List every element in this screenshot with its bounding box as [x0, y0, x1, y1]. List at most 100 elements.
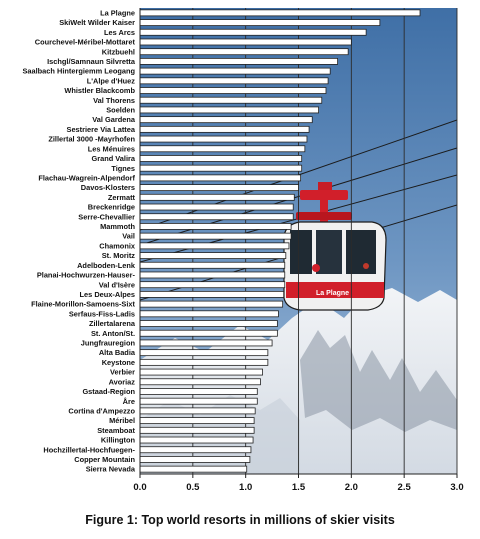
- category-label-2: Les Arcs: [104, 28, 135, 37]
- bar-6: [139, 67, 331, 75]
- category-label-27: Planai-Hochwurzen-Hauser-: [37, 271, 136, 280]
- x-tick-label-1: 0.5: [186, 482, 200, 493]
- bar-17: [139, 174, 302, 182]
- x-tick-label-5: 2.5: [398, 482, 412, 493]
- bar-13: [139, 135, 308, 143]
- category-label-16: Tignes: [111, 164, 135, 173]
- category-label-46: Copper Mountain: [74, 455, 135, 464]
- bar-37: [139, 368, 263, 376]
- category-label-40: Åre: [123, 397, 135, 406]
- bar-21: [139, 213, 294, 221]
- category-label-36: Keystone: [102, 358, 135, 367]
- bar-28: [139, 281, 286, 289]
- bar-43: [139, 426, 255, 434]
- bar-7: [139, 77, 329, 85]
- category-label-17: Flachau-Wagrein-Alpendorf: [38, 173, 135, 182]
- category-label-20: Breckenridge: [88, 203, 135, 212]
- category-label-23: Vail: [122, 232, 135, 241]
- category-label-13: Zillertal 3000 -Mayrhofen: [48, 135, 135, 144]
- bar-35: [139, 349, 269, 357]
- category-label-42: Méribel: [109, 416, 135, 425]
- category-label-34: Jungfrauregion: [81, 339, 136, 348]
- category-label-25: St. Moritz: [102, 251, 136, 260]
- bar-8: [139, 87, 327, 94]
- x-tick-labels: 0.0 0.5 1.0 1.5 2.0 2.5 3.0: [133, 474, 464, 493]
- x-tick-label-2: 1.0: [239, 482, 252, 493]
- category-label-32: Zillertalarena: [89, 319, 136, 328]
- bar-23: [139, 232, 292, 240]
- category-label-33: St. Anton/St.: [91, 329, 135, 338]
- bar-40: [139, 397, 258, 405]
- bar-46: [139, 456, 251, 463]
- bars: [139, 9, 421, 473]
- category-label-45: Hochzillertal-Hochfuegen-: [43, 445, 135, 454]
- bar-24: [139, 242, 290, 250]
- category-label-29: Les Deux-Alpes: [80, 290, 135, 299]
- bar-38: [139, 378, 261, 386]
- bar-9: [139, 96, 323, 104]
- category-label-5: Ischgl/Samnaun Silvretta: [47, 57, 136, 66]
- chart-title: Figure 1: Top world resorts in millions …: [85, 513, 395, 527]
- bar-25: [139, 252, 287, 259]
- bar-14: [139, 145, 306, 153]
- category-label-19: Zermatt: [108, 193, 136, 202]
- bar-39: [139, 388, 258, 395]
- category-label-37: Verbier: [110, 368, 135, 377]
- category-label-41: Cortina d'Ampezzo: [68, 406, 135, 415]
- category-label-7: L'Alpe d'Huez: [87, 76, 136, 85]
- bar-2: [139, 28, 367, 36]
- bar-12: [139, 125, 310, 133]
- category-label-4: Kitzbuehl: [102, 47, 135, 56]
- category-label-1: SkiWelt Wilder Kaiser: [59, 18, 135, 27]
- bar-44: [139, 436, 254, 444]
- bar-19: [139, 193, 295, 201]
- bar-20: [139, 203, 294, 211]
- category-label-44: Killington: [101, 436, 136, 445]
- gridlines: [192, 8, 458, 474]
- category-label-18: Davos-Klosters: [81, 183, 135, 192]
- bar-5: [139, 57, 338, 65]
- bar-30: [139, 300, 284, 308]
- bar-32: [139, 320, 278, 327]
- category-label-31: Serfaus-Fiss-Ladis: [69, 309, 135, 318]
- category-label-21: Serre-Chevallier: [78, 212, 135, 221]
- category-label-28: Val d'Isère: [99, 280, 135, 289]
- bar-4: [139, 48, 349, 56]
- bar-16: [139, 164, 303, 172]
- category-label-43: Steamboat: [97, 426, 135, 435]
- bar-3: [139, 38, 352, 46]
- bar-45: [139, 446, 252, 454]
- bar-27: [139, 271, 286, 279]
- bar-31: [139, 310, 279, 318]
- category-label-39: Gstaad-Region: [82, 387, 135, 396]
- bar-41: [139, 407, 256, 415]
- gondola-sign: La Plagne: [316, 290, 349, 297]
- category-label-24: Chamonix: [99, 241, 136, 250]
- category-label-47: Sierra Nevada: [86, 465, 136, 474]
- category-label-26: Adelboden-Lenk: [77, 261, 136, 270]
- bar-11: [139, 116, 313, 124]
- category-label-9: Val Thorens: [93, 96, 135, 105]
- bar-33: [139, 329, 278, 337]
- x-tick-label-4: 2.0: [345, 482, 358, 493]
- bar-15: [139, 155, 303, 162]
- x-tick-label-6: 3.0: [450, 482, 463, 493]
- category-label-38: Avoriaz: [109, 377, 136, 386]
- x-tick-label-3: 1.5: [292, 482, 306, 493]
- bar-0: [139, 9, 421, 17]
- x-tick-label-0: 0.0: [133, 482, 146, 493]
- category-label-35: Alta Badia: [99, 348, 136, 357]
- bar-18: [139, 184, 299, 192]
- mountain-rocks: [300, 330, 457, 432]
- category-label-15: Grand Valira: [91, 154, 135, 163]
- category-label-14: Les Ménuires: [88, 144, 135, 153]
- bar-26: [139, 261, 286, 269]
- category-label-11: Val Gardena: [92, 115, 136, 124]
- bar-42: [139, 417, 255, 425]
- category-label-30: Flaine-Morillon-Samoens-Sixt: [31, 300, 135, 309]
- category-label-8: Whistler Blackcomb: [64, 86, 135, 95]
- bar-29: [139, 290, 285, 298]
- bar-47: [139, 465, 248, 473]
